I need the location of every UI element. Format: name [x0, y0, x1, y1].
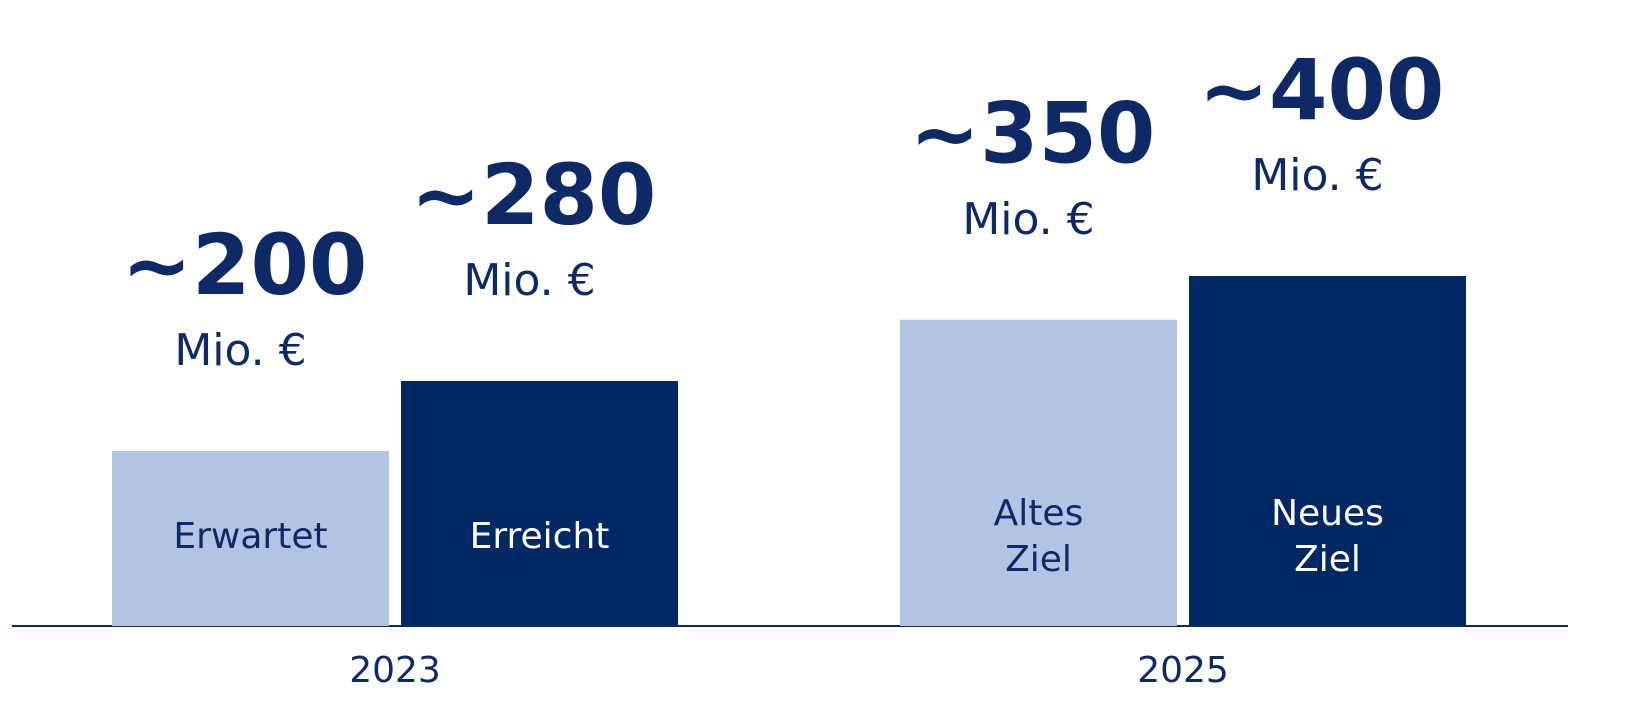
value-label: ~280	[411, 146, 657, 244]
value-label: ~400	[1199, 41, 1445, 139]
unit-label: Mio. €	[1251, 150, 1383, 201]
bar	[112, 451, 389, 626]
bar-label: Altes	[994, 493, 1084, 534]
value-label: ~350	[910, 85, 1156, 183]
bar-label: Ziel	[1005, 539, 1072, 580]
bar-label: Erreicht	[470, 516, 610, 557]
bar-label: Erwartet	[173, 516, 327, 557]
group-label: 2025	[1137, 650, 1229, 691]
bar	[401, 381, 678, 626]
bar	[900, 319, 1177, 626]
unit-label: Mio. €	[174, 325, 306, 376]
group-label: 2023	[349, 650, 441, 691]
bar-label: Neues	[1271, 493, 1384, 534]
unit-label: Mio. €	[962, 194, 1094, 245]
unit-label: Mio. €	[463, 255, 595, 306]
bar	[1189, 276, 1466, 626]
bar-label: Ziel	[1294, 539, 1361, 580]
value-label: ~200	[122, 216, 368, 314]
